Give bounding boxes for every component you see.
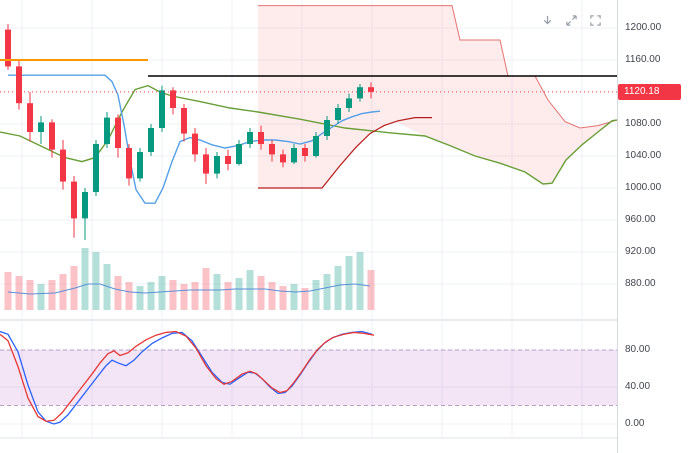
price-axis-label: 960.00 [625,214,656,225]
move-pane-down-button[interactable] [540,14,555,29]
pane-controls [540,14,603,29]
indicator-axis-label: 80.00 [625,344,651,355]
price-axis-label: 1040.00 [625,150,662,161]
last-price-badge: 1120.18 [618,83,681,100]
fullscreen-icon [589,14,602,30]
price-axis-label: 880.00 [625,278,656,289]
price-axis-label: 1200.00 [625,22,662,33]
indicator-axis-label: 40.00 [625,381,651,392]
indicator-axis-label: 0.00 [625,418,645,429]
fullscreen-button[interactable] [588,14,603,29]
maximize-pane-button[interactable] [564,14,579,29]
price-axis-label: 1080.00 [625,118,662,129]
price-axis-label: 920.00 [625,246,656,257]
price-axis-label: 1160.00 [625,54,661,65]
move-pane-down-icon [541,14,554,30]
maximize-pane-icon [565,14,578,30]
price-axis-label: 1000.00 [625,182,662,193]
price-axis[interactable]: 1120.18 1200.00 1160.00 1080.00 1040.00 1000… [617,0,690,453]
